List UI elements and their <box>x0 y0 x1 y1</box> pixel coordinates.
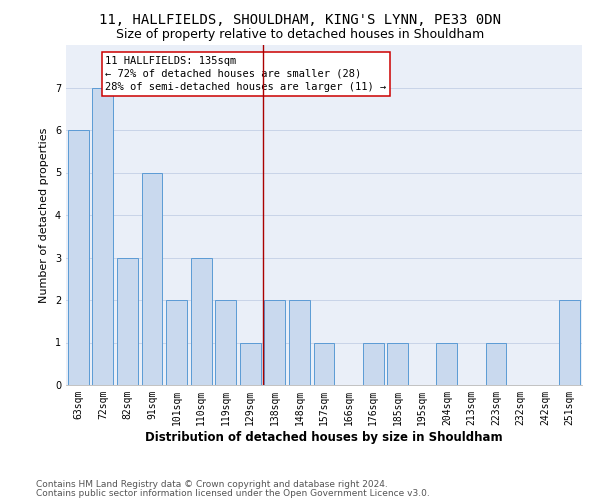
Bar <box>215 300 236 385</box>
Bar <box>265 300 286 385</box>
Bar <box>92 88 113 385</box>
Text: 11 HALLFIELDS: 135sqm
← 72% of detached houses are smaller (28)
28% of semi-deta: 11 HALLFIELDS: 135sqm ← 72% of detached … <box>106 56 386 92</box>
Bar <box>191 258 212 385</box>
Y-axis label: Number of detached properties: Number of detached properties <box>40 128 49 302</box>
Text: 11, HALLFIELDS, SHOULDHAM, KING'S LYNN, PE33 0DN: 11, HALLFIELDS, SHOULDHAM, KING'S LYNN, … <box>99 12 501 26</box>
Bar <box>117 258 138 385</box>
Bar <box>387 342 408 385</box>
Bar <box>436 342 457 385</box>
Text: Contains HM Land Registry data © Crown copyright and database right 2024.: Contains HM Land Registry data © Crown c… <box>36 480 388 489</box>
Bar <box>289 300 310 385</box>
Text: Contains public sector information licensed under the Open Government Licence v3: Contains public sector information licen… <box>36 489 430 498</box>
Bar <box>362 342 383 385</box>
Bar <box>485 342 506 385</box>
Text: Size of property relative to detached houses in Shouldham: Size of property relative to detached ho… <box>116 28 484 41</box>
Bar <box>68 130 89 385</box>
Bar <box>166 300 187 385</box>
Bar <box>240 342 261 385</box>
X-axis label: Distribution of detached houses by size in Shouldham: Distribution of detached houses by size … <box>145 430 503 444</box>
Bar <box>142 172 163 385</box>
Bar <box>559 300 580 385</box>
Bar <box>314 342 334 385</box>
